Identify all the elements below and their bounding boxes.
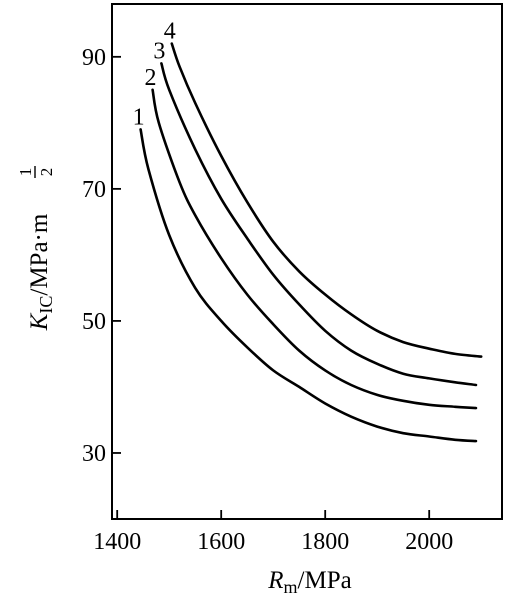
- x-axis-subscript: m: [284, 577, 298, 597]
- curves-group: [139, 42, 483, 443]
- y-axis-subscript: IC: [36, 296, 56, 314]
- curve-3: [160, 62, 478, 387]
- y-axis-exponent-numerator: 1: [16, 168, 35, 177]
- x-axis-symbol: R: [267, 567, 283, 594]
- y-axis-exponent-denominator: 2: [37, 168, 56, 177]
- x-tick-label: 2000: [405, 529, 453, 555]
- x-axis-title: Rm/MPa: [267, 567, 351, 597]
- plot-frame: [111, 3, 503, 520]
- svg-text:KIC/MPa·m: KIC/MPa·m: [26, 213, 56, 331]
- y-tick-label: 50: [82, 309, 106, 335]
- curve-label-4: 4: [164, 19, 176, 45]
- curve-label-2: 2: [145, 65, 157, 91]
- x-tick-label: 1400: [93, 529, 141, 555]
- curve-4: [170, 42, 483, 358]
- curve-2: [151, 88, 478, 410]
- x-axis-unit: /MPa: [298, 567, 352, 594]
- curve-label-1: 1: [133, 104, 145, 130]
- y-tick-label: 70: [82, 177, 106, 203]
- curve-1: [139, 128, 478, 443]
- y-tick-label: 30: [82, 441, 106, 467]
- curve-label-3: 3: [153, 38, 165, 64]
- y-axis-symbol: K: [26, 312, 53, 331]
- x-tick-label: 1600: [197, 529, 245, 555]
- plot-area-border: [111, 3, 503, 520]
- y-tick-label: 90: [82, 45, 106, 71]
- x-tick-label: 1800: [301, 529, 349, 555]
- y-axis-unit: /MPa·m: [26, 213, 53, 296]
- axis-ticks: 1400 1600 1800 2000 30 50 70 90: [82, 45, 453, 555]
- y-axis-title: KIC/MPa·m 1 2: [16, 166, 56, 331]
